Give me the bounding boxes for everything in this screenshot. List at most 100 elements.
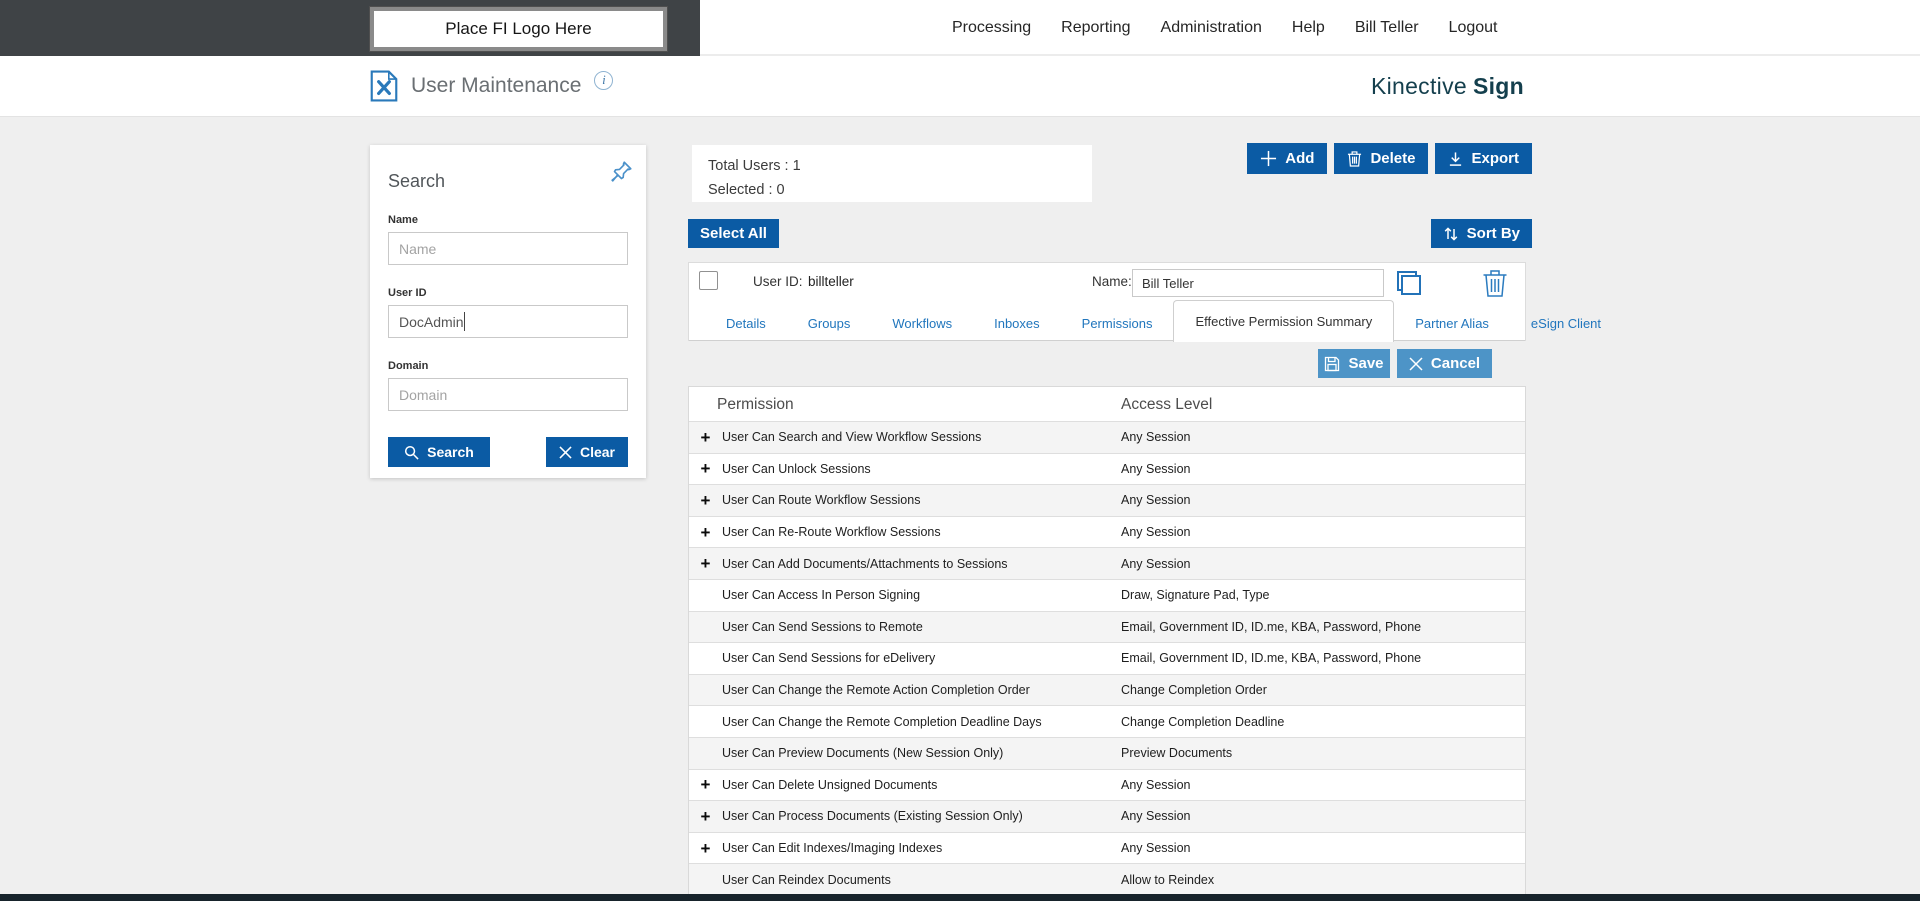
nav-link-help[interactable]: Help xyxy=(1291,19,1325,36)
tab-esign-client[interactable]: eSign Client xyxy=(1530,316,1602,331)
user-card: User ID: billteller Name:* DetailsGroups… xyxy=(688,262,1601,342)
delete-button[interactable]: Delete xyxy=(1334,143,1429,174)
expand-icon[interactable]: + xyxy=(700,522,711,542)
save-button-label: Save xyxy=(1348,355,1384,372)
nav-link-reporting[interactable]: Reporting xyxy=(1061,19,1131,36)
permission-row: + User Can Search and View Workflow Sessi… xyxy=(689,421,1525,453)
save-button[interactable]: Save xyxy=(1318,349,1390,378)
select-all-button[interactable]: Select All xyxy=(688,219,779,248)
domain-field-label: Domain xyxy=(388,360,429,372)
name-input[interactable] xyxy=(388,232,628,265)
permission-name: User Can Search and View Workflow Sessio… xyxy=(722,430,982,445)
export-button-label: Export xyxy=(1471,150,1519,167)
access-level-column-header: Access Level xyxy=(1121,396,1213,413)
access-level-value: Any Session xyxy=(1121,777,1191,792)
tab-groups[interactable]: Groups xyxy=(807,316,851,331)
tab-partner-alias[interactable]: Partner Alias xyxy=(1415,316,1489,331)
userid-input[interactable] xyxy=(388,305,628,338)
permission-row: User Can Preview Documents (New Session … xyxy=(689,736,1525,769)
add-button-label: Add xyxy=(1285,150,1315,167)
expand-icon[interactable]: + xyxy=(700,490,711,510)
permission-row: + User Can Add Documents/Attachments to S… xyxy=(689,547,1525,579)
permission-row: User Can Change the Remote Action Comple… xyxy=(689,673,1525,706)
permission-name: User Can Re-Route Workflow Sessions xyxy=(722,525,941,540)
user-actions-toolbar: Add Delete Export xyxy=(1247,143,1532,174)
permission-row: + User Can Process Documents (Existing Se… xyxy=(689,800,1525,832)
access-level-value: Change Completion Deadline xyxy=(1121,714,1285,729)
user-maintenance-icon xyxy=(370,70,398,102)
expand-icon[interactable]: + xyxy=(700,459,711,479)
access-level-value: Any Session xyxy=(1121,841,1191,856)
user-row-checkbox[interactable] xyxy=(699,271,718,290)
x-icon xyxy=(559,445,572,459)
permission-name: User Can Process Documents (Existing Ses… xyxy=(722,809,1023,824)
nav-link-processing[interactable]: Processing xyxy=(952,19,1032,36)
select-all-label: Select All xyxy=(700,225,767,242)
permission-name: User Can Send Sessions to Remote xyxy=(722,619,923,634)
download-icon xyxy=(1450,151,1462,166)
user-id-value: billteller xyxy=(808,274,854,289)
x-icon xyxy=(1409,356,1423,371)
permission-name: User Can Change the Remote Completion De… xyxy=(722,714,1042,729)
nav-link-bill-teller[interactable]: Bill Teller xyxy=(1354,19,1419,36)
add-button[interactable]: Add xyxy=(1247,143,1328,174)
user-name-input[interactable] xyxy=(1132,269,1384,297)
clear-button[interactable]: Clear xyxy=(546,437,628,467)
selected-label: Selected : xyxy=(708,182,773,198)
tab-workflows[interactable]: Workflows xyxy=(892,316,953,331)
permission-row: User Can Reindex Documents Allow to Reind… xyxy=(689,863,1525,895)
access-level-value: Any Session xyxy=(1121,461,1191,476)
page-header-left: User Maintenance i xyxy=(370,56,614,116)
page-header: User Maintenance i Kinective Sign xyxy=(0,56,1920,117)
tab-permissions[interactable]: Permissions xyxy=(1081,316,1153,331)
access-level-value: Any Session xyxy=(1121,809,1191,824)
sort-by-button[interactable]: Sort By xyxy=(1430,219,1532,248)
permission-name: User Can Route Workflow Sessions xyxy=(722,493,921,508)
total-users-value: 1 xyxy=(792,158,801,174)
permission-row: + User Can Delete Unsigned Documents Any S… xyxy=(689,768,1525,801)
search-field-userid: User ID xyxy=(388,287,628,338)
permission-name: User Can Access In Person Signing xyxy=(722,588,921,603)
nav-link-administration[interactable]: Administration xyxy=(1160,19,1262,36)
domain-input[interactable] xyxy=(388,378,628,411)
sort-by-label: Sort By xyxy=(1466,225,1520,242)
pin-icon[interactable] xyxy=(608,159,634,185)
tab-effective-permission-summary[interactable]: Effective Permission Summary xyxy=(1173,300,1395,342)
search-button-label: Search xyxy=(427,444,474,460)
delete-user-icon[interactable] xyxy=(1481,267,1509,298)
name-field-label: Name xyxy=(388,214,418,226)
total-users-line: Total Users : 1 xyxy=(708,154,1076,178)
access-level-value: Any Session xyxy=(1121,430,1191,445)
search-button[interactable]: Search xyxy=(388,437,490,467)
nav-link-logout[interactable]: Logout xyxy=(1448,19,1498,36)
tab-inboxes[interactable]: Inboxes xyxy=(994,316,1040,331)
permission-row: User Can Send Sessions to Remote Email, G… xyxy=(689,610,1525,643)
expand-icon[interactable]: + xyxy=(700,806,711,826)
selected-value: 0 xyxy=(776,182,785,198)
top-bar: Place FI Logo Here Processing Reporting Ad… xyxy=(0,0,1920,56)
search-icon xyxy=(405,445,419,460)
clear-button-label: Clear xyxy=(579,444,616,460)
delete-button-label: Delete xyxy=(1370,150,1416,167)
permission-name: User Can Delete Unsigned Documents xyxy=(722,777,938,792)
copy-icon[interactable] xyxy=(1392,268,1422,298)
expand-icon[interactable]: + xyxy=(700,427,711,447)
expand-icon[interactable]: + xyxy=(700,554,711,574)
access-level-value: Draw, Signature Pad, Type xyxy=(1121,588,1270,603)
access-level-value: Any Session xyxy=(1121,493,1191,508)
page-title: User Maintenance xyxy=(411,74,582,97)
expand-icon[interactable]: + xyxy=(700,838,711,858)
info-icon[interactable]: i xyxy=(594,70,614,90)
search-field-name: Name xyxy=(388,214,628,265)
cancel-button[interactable]: Cancel xyxy=(1397,349,1492,378)
permissions-table: Permission Access Level + User Can Search… xyxy=(688,386,1526,901)
permission-name: User Can Preview Documents (New Session … xyxy=(722,746,1004,761)
export-button[interactable]: Export xyxy=(1435,143,1532,174)
access-level-value: Email, Government ID, ID.me, KBA, Passwo… xyxy=(1121,619,1422,634)
access-level-value: Any Session xyxy=(1121,556,1191,571)
permission-row: + User Can Edit Indexes/Imaging Indexes An… xyxy=(689,831,1525,864)
tab-details[interactable]: Details xyxy=(726,316,766,331)
permissions-table-body: + User Can Search and View Workflow Sessi… xyxy=(689,421,1525,901)
expand-icon[interactable]: + xyxy=(700,775,711,795)
selected-line: Selected : 0 xyxy=(708,178,1076,202)
